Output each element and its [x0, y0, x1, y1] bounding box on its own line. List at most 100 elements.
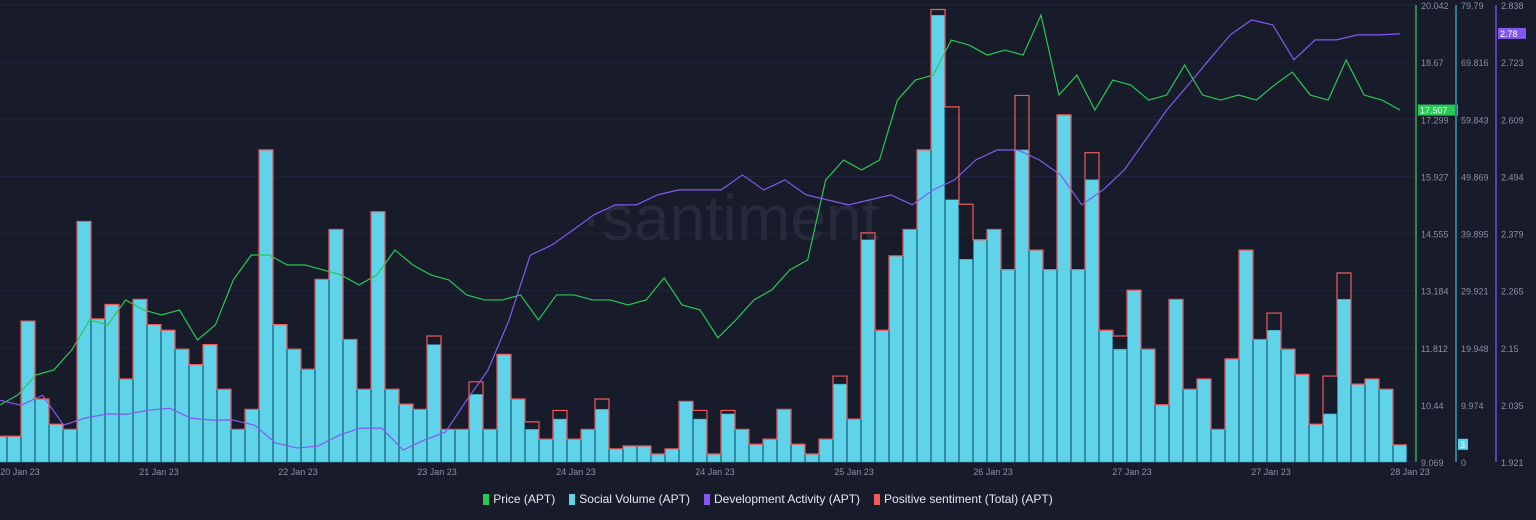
social_volume-tick-label: 69.816: [1461, 58, 1489, 68]
social-volume-bar: [469, 394, 483, 463]
price-swatch: [483, 493, 490, 505]
social-volume-bar: [483, 429, 497, 463]
social-volume-bar: [539, 438, 553, 463]
social-volume-bar: [329, 229, 343, 463]
social-volume-bar: [147, 324, 161, 463]
dev_activity-badge: [1498, 27, 1526, 39]
social-volume-bar: [679, 401, 693, 463]
x-tick-label: 27 Jan 23: [1251, 467, 1291, 477]
social_volume-tick-label: 39.895: [1461, 230, 1489, 240]
social-volume-bar: [427, 344, 441, 463]
dev_activity-tick-label: 2.838: [1501, 1, 1524, 11]
social-volume-bar: [259, 149, 273, 463]
series-lines: [0, 8, 1407, 455]
social-volume-bar: [1351, 383, 1365, 463]
x-tick-label: 20 Jan 23: [0, 467, 40, 477]
price-tick-label: 11.812: [1421, 344, 1448, 354]
social-volume-bar: [651, 453, 665, 463]
price-badge-label: 17.507: [1420, 106, 1448, 116]
series-line-price-apt: [0, 13, 1401, 406]
social-volume-bar: [21, 320, 35, 463]
price-badge: [1418, 104, 1458, 116]
social-volume-bar: [49, 423, 63, 463]
social-volume-bar: [623, 445, 637, 463]
social-volume-bar: [231, 429, 245, 463]
social-volume-bar: [1169, 299, 1183, 463]
legend-label: Social Volume (APT): [579, 492, 690, 506]
legend-item-positive-sentiment[interactable]: Positive sentiment (Total) (APT): [874, 492, 1053, 506]
dev_activity-tick-label: 2.265: [1501, 287, 1524, 297]
social-volume-bar: [119, 378, 133, 463]
social-volume-bar: [1015, 149, 1029, 463]
social-volume-bar: [91, 318, 105, 463]
price-tick-label: 9.069: [1421, 458, 1444, 468]
social-volume-bar: [287, 348, 301, 463]
price-tick-label: 17.299: [1421, 115, 1449, 125]
social-volume-bar: [371, 211, 385, 463]
social-volume-bar: [637, 445, 651, 463]
social-volume-bar: [1071, 269, 1085, 463]
social-volume-bar: [497, 354, 511, 463]
social-volume-bar: [721, 413, 735, 463]
social-volume-bar: [0, 435, 7, 463]
social-volume-bar: [1099, 330, 1113, 463]
social-volume-bar: [1281, 348, 1295, 463]
x-tick-label: 25 Jan 23: [834, 467, 874, 477]
legend-item-dev-activity[interactable]: Development Activity (APT): [703, 492, 861, 506]
series-line-positive-sentiment-total-apt: [0, 8, 1407, 455]
axes: 20 Jan 23 21 Jan 23 22 Jan 23 23 Jan 23 24 J…: [0, 1, 1526, 477]
social-volume-bar: [1197, 378, 1211, 463]
legend-item-social-volume[interactable]: Social Volume (APT): [569, 492, 690, 506]
social-volume-bar: [357, 389, 371, 463]
social-volume-bar: [693, 418, 707, 463]
x-tick-label: 26 Jan 23: [973, 467, 1013, 477]
social-volume-bar: [273, 324, 287, 463]
x-tick-label: 24 Jan 23: [695, 467, 735, 477]
dev_activity-tick-label: 2.379: [1501, 230, 1524, 240]
social-volume-bar: [973, 239, 987, 463]
social_volume-badge-label: 3: [1460, 440, 1465, 450]
social-volume-bar: [175, 348, 189, 463]
social-volume-bar: [161, 330, 175, 463]
x-tick-label: 21 Jan 23: [139, 467, 179, 477]
dev-activity-swatch: [703, 493, 710, 505]
social-volume-bar: [1365, 378, 1379, 463]
social-volume-bar: [791, 443, 805, 463]
legend-label: Development Activity (APT): [713, 492, 861, 506]
social-volume-bar: [1183, 389, 1197, 463]
legend-label: Price (APT): [493, 492, 556, 506]
social-volume-bar: [1057, 114, 1071, 463]
social-volume-bar: [1379, 389, 1393, 463]
x-tick-label: 27 Jan 23: [1112, 467, 1152, 477]
watermark: ·santiment: [581, 182, 880, 254]
price-tick-label: 20.042: [1421, 1, 1449, 11]
dev_activity-tick-label: 2.15: [1501, 344, 1519, 354]
social_volume-tick-label: 29.921: [1461, 287, 1489, 297]
social-volume-bar: [1337, 299, 1351, 463]
legend: Price (APT) Social Volume (APT) Developm…: [0, 492, 1536, 506]
social-volume-bar: [805, 453, 819, 463]
social-volume-bar: [1295, 374, 1309, 463]
social-volume-bar: [581, 429, 595, 463]
social-volume-bar: [959, 258, 973, 463]
social-volume-bar: [735, 429, 749, 463]
x-tick-label: 23 Jan 23: [417, 467, 457, 477]
social-volume-swatch: [569, 493, 576, 505]
social_volume-tick-label: 0: [1461, 458, 1466, 468]
social-volume-bar: [819, 438, 833, 463]
social-volume-bar: [245, 409, 259, 463]
dev_activity-tick-label: 2.609: [1501, 115, 1524, 125]
social-volume-bar: [595, 409, 609, 463]
social-volume-bar: [1253, 339, 1267, 463]
social-volume-bar: [1323, 413, 1337, 463]
social-volume-bar: [455, 429, 469, 463]
social-volume-bar: [763, 438, 777, 463]
social-volume-bar: [1267, 330, 1281, 463]
social-volume-bar: [609, 448, 623, 463]
legend-item-price[interactable]: Price (APT): [483, 492, 555, 506]
social-volume-bar: [1225, 358, 1239, 463]
price-tick-label: 10.44: [1421, 401, 1444, 411]
social-volume-bar: [343, 339, 357, 463]
social-volume-bar: [511, 398, 525, 463]
social-volume-bar: [1141, 348, 1155, 463]
